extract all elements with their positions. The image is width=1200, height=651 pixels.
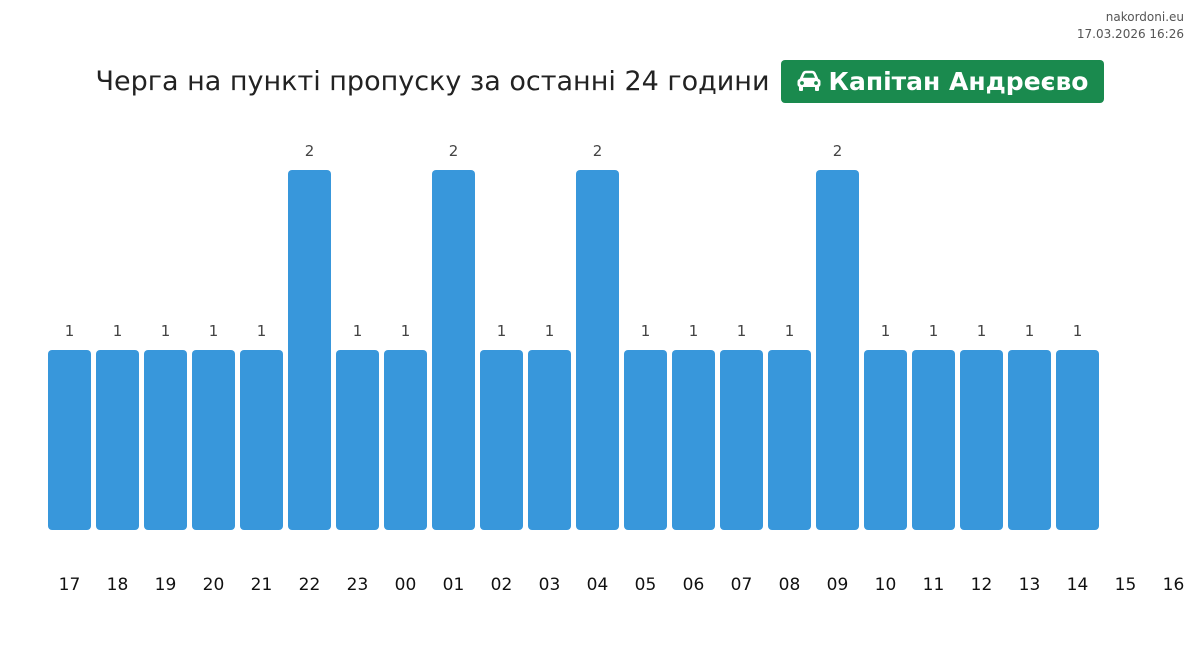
tick-label-09: 09 xyxy=(827,575,849,595)
tick-label-19: 19 xyxy=(155,575,177,595)
bar-08 xyxy=(768,350,811,530)
value-label-09: 2 xyxy=(833,142,843,160)
value-label-23: 1 xyxy=(353,322,363,340)
tick-label-07: 07 xyxy=(731,575,753,595)
bar-09 xyxy=(816,170,859,530)
tick-label-14: 14 xyxy=(1067,575,1089,595)
tick-label-01: 01 xyxy=(443,575,465,595)
value-label-13: 1 xyxy=(1025,322,1035,340)
bar-20 xyxy=(192,350,235,530)
value-label-06: 1 xyxy=(689,322,699,340)
bar-22 xyxy=(288,170,331,530)
value-label-08: 1 xyxy=(785,322,795,340)
tick-label-03: 03 xyxy=(539,575,561,595)
tick-label-15: 15 xyxy=(1115,575,1137,595)
bar-17 xyxy=(48,350,91,530)
value-label-12: 1 xyxy=(977,322,987,340)
bar-05 xyxy=(624,350,667,530)
value-label-01: 2 xyxy=(449,142,459,160)
bar-04 xyxy=(576,170,619,530)
value-label-05: 1 xyxy=(641,322,651,340)
bar-10 xyxy=(864,350,907,530)
tick-label-16: 16 xyxy=(1163,575,1185,595)
bar-11 xyxy=(912,350,955,530)
value-label-17: 1 xyxy=(65,322,75,340)
value-label-02: 1 xyxy=(497,322,507,340)
value-label-00: 1 xyxy=(401,322,411,340)
tick-label-17: 17 xyxy=(59,575,81,595)
site-name[interactable]: nakordoni.eu xyxy=(1105,10,1184,24)
chart-title: Черга на пункті пропуску за останні 24 г… xyxy=(95,65,770,97)
checkpoint-badge: Капітан Андреєво xyxy=(780,59,1105,103)
value-label-20: 1 xyxy=(209,322,219,340)
bar-00 xyxy=(384,350,427,530)
title-row: Черга на пункті пропуску за останні 24 г… xyxy=(0,59,1200,103)
tick-label-22: 22 xyxy=(299,575,321,595)
checkpoint-name: Капітан Андреєво xyxy=(828,66,1089,96)
value-label-11: 1 xyxy=(929,322,939,340)
timestamp: 17.03.2026 16:26 xyxy=(1076,27,1184,41)
tick-label-06: 06 xyxy=(683,575,705,595)
bar-18 xyxy=(96,350,139,530)
tick-label-04: 04 xyxy=(587,575,609,595)
tick-label-10: 10 xyxy=(875,575,897,595)
tick-label-00: 00 xyxy=(395,575,417,595)
bar-02 xyxy=(480,350,523,530)
value-label-07: 1 xyxy=(737,322,747,340)
bar-19 xyxy=(144,350,187,530)
value-label-18: 1 xyxy=(113,322,123,340)
tick-label-21: 21 xyxy=(251,575,273,595)
value-label-21: 1 xyxy=(257,322,267,340)
value-label-03: 1 xyxy=(545,322,555,340)
site-info: nakordoni.eu 17.03.2026 16:26 xyxy=(1077,9,1184,43)
bar-06 xyxy=(672,350,715,530)
value-label-14: 1 xyxy=(1073,322,1083,340)
value-label-19: 1 xyxy=(161,322,171,340)
tick-label-12: 12 xyxy=(971,575,993,595)
value-label-10: 1 xyxy=(881,322,891,340)
bar-23 xyxy=(336,350,379,530)
bar-14 xyxy=(1056,350,1099,530)
tick-label-18: 18 xyxy=(107,575,129,595)
tick-label-02: 02 xyxy=(491,575,513,595)
bar-13 xyxy=(1008,350,1051,530)
tick-label-13: 13 xyxy=(1019,575,1041,595)
car-icon xyxy=(796,70,822,92)
bar-07 xyxy=(720,350,763,530)
bar-03 xyxy=(528,350,571,530)
bar-21 xyxy=(240,350,283,530)
tick-label-05: 05 xyxy=(635,575,657,595)
tick-label-11: 11 xyxy=(923,575,945,595)
bar-12 xyxy=(960,350,1003,530)
tick-label-08: 08 xyxy=(779,575,801,595)
tick-label-20: 20 xyxy=(203,575,225,595)
bar-01 xyxy=(432,170,475,530)
tick-label-23: 23 xyxy=(347,575,369,595)
value-label-22: 2 xyxy=(305,142,315,160)
value-label-04: 2 xyxy=(593,142,603,160)
